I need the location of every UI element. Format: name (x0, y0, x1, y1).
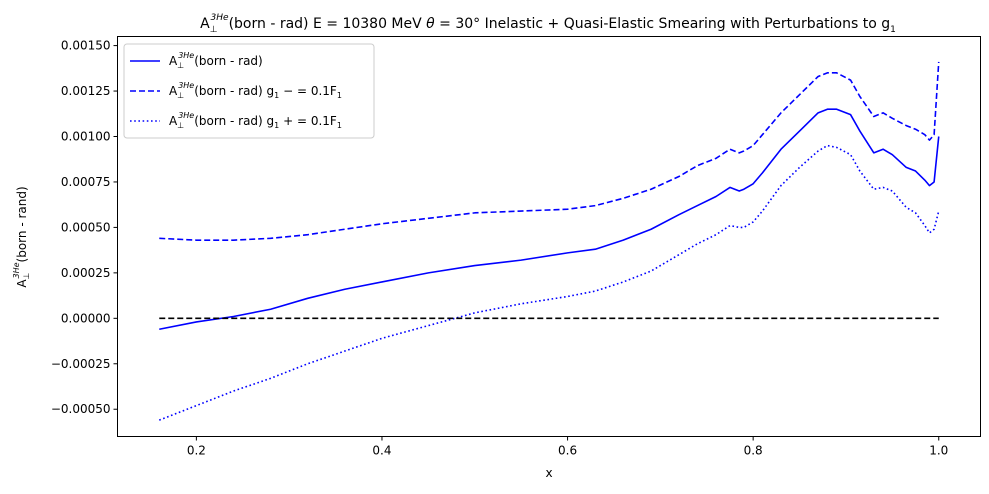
title-subscript: ⊥ (210, 25, 218, 35)
x-axis-label: x (545, 466, 552, 480)
y-tick-label: 0.00100 (61, 130, 111, 144)
title-text-part1: (born - rad) E = 10380 MeV (229, 16, 427, 32)
legend-dotted-sup: 3He (178, 111, 194, 120)
legend-dotted-sub: ⊥ (177, 121, 184, 130)
title-superscript: 3He (211, 13, 229, 23)
legend-dotted-suffix: + = 0.1F (279, 114, 337, 128)
y-axis-label: A⊥3He(born - rand) (12, 186, 31, 287)
legend-dashed-suffix: − = 0.1F (279, 84, 337, 98)
y-tick-label: 0.00000 (61, 311, 111, 325)
legend-solid-symbol: A (169, 54, 178, 68)
legend-dashed-g-sub: 1 (274, 91, 279, 100)
series-layer (158, 61, 940, 421)
legend: A⊥3He(born - rad) A⊥3He(born - rad) g1 −… (123, 43, 375, 139)
legend-solid-sup: 3He (178, 51, 194, 60)
legend-box (123, 43, 375, 139)
x-tick-label: 0.6 (558, 444, 577, 458)
legend-solid-rest: (born - rad) (194, 54, 263, 68)
y-tick-label: 0.00125 (61, 84, 111, 98)
legend-dashed-sub: ⊥ (177, 91, 184, 100)
legend-dotted-rest: (born - rad) g (194, 114, 274, 128)
legend-entry-solid: A⊥3He(born - rad) (130, 51, 263, 70)
legend-dashed-symbol: A (169, 84, 178, 98)
legend-dotted-f-sub: 1 (337, 121, 342, 130)
legend-entry-dotted: A⊥3He(born - rad) g1 + = 0.1F1 (130, 111, 342, 130)
x-tick-label: 1.0 (929, 444, 948, 458)
y-axis-label-group: A⊥3He(born - rand) (12, 186, 31, 287)
series-line-2-dotted (158, 144, 940, 421)
y-tick-label: 0.00025 (61, 266, 111, 280)
legend-dashed-rest: (born - rad) g (194, 84, 274, 98)
y-label-superscript: 3He (12, 262, 21, 278)
title-text-part2: = 30° Inelastic + Quasi-Elastic Smearing… (435, 16, 890, 32)
series-line-0-solid (159, 108, 940, 331)
legend-label-dotted: A⊥3He(born - rad) g1 + = 0.1F1 (169, 111, 342, 130)
legend-solid-sub: ⊥ (177, 61, 184, 70)
y-tick-label: −0.00050 (51, 402, 111, 416)
y-tick-label: 0.00050 (61, 220, 111, 234)
y-axis-ticks: −0.00050 −0.00025 0.00000 0.00025 0.00050 0.0… (51, 39, 118, 416)
x-axis-ticks: 0.2 0.4 0.6 0.8 1.0 (187, 436, 948, 458)
y-tick-label: 0.00075 (61, 175, 111, 189)
y-tick-label: 0.00150 (61, 39, 111, 53)
title-theta: θ (426, 16, 435, 32)
legend-entry-dashed: A⊥3He(born - rad) g1 − = 0.1F1 (130, 81, 342, 100)
series-line-1-dashed (159, 61, 940, 241)
chart-title: A⊥ 3He(born - rad) E = 10380 MeV θ = 30° … (200, 13, 896, 35)
x-tick-label: 0.2 (187, 444, 206, 458)
legend-dotted-symbol: A (169, 114, 178, 128)
y-label-rest: (born - rand) (15, 186, 29, 262)
legend-dashed-sup: 3He (178, 81, 194, 90)
legend-dashed-f-sub: 1 (337, 91, 342, 100)
title-text-part2-subscript: 1 (890, 25, 896, 35)
y-label-symbol: A (15, 279, 29, 288)
title-symbol: A (200, 16, 210, 32)
y-tick-label: −0.00025 (51, 357, 111, 371)
x-tick-label: 0.4 (372, 444, 391, 458)
legend-label-solid: A⊥3He(born - rad) (169, 51, 263, 70)
legend-label-dashed: A⊥3He(born - rad) g1 − = 0.1F1 (169, 81, 342, 100)
legend-dotted-g-sub: 1 (274, 121, 279, 130)
plot-area (117, 36, 981, 437)
y-label-subscript: ⊥ (22, 272, 31, 279)
x-tick-label: 0.8 (744, 444, 763, 458)
